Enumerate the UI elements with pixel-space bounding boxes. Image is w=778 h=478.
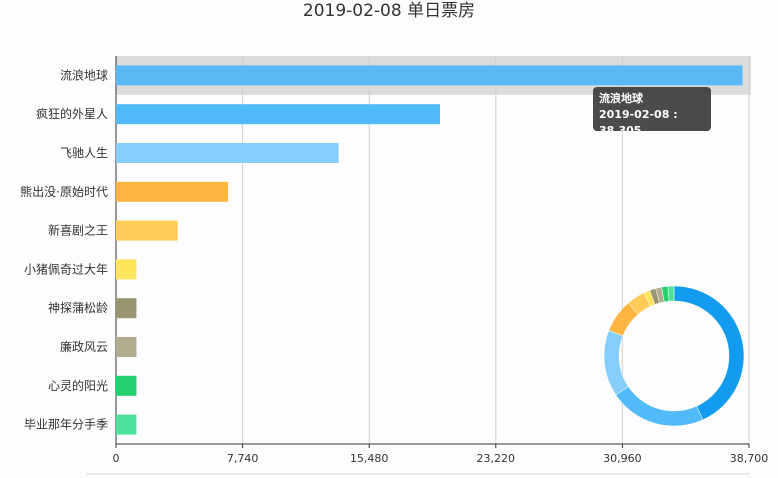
donut-slice[interactable] — [603, 330, 629, 396]
tooltip: 流浪地球 2019-02-08 : 38,305 — [593, 87, 711, 137]
category-label: 飞驰人生 — [60, 146, 108, 160]
bar[interactable] — [116, 259, 137, 280]
chart-title: 2019-02-08 单日票房 — [302, 1, 476, 21]
x-tick-label: 30,960 — [603, 452, 642, 465]
x-tick-label: 7,740 — [227, 452, 259, 465]
bar[interactable] — [116, 143, 339, 163]
category-label: 小猪佩奇过大年 — [24, 262, 108, 276]
bar[interactable] — [116, 375, 137, 396]
donut-slice[interactable] — [615, 386, 704, 427]
donut-slice[interactable] — [667, 285, 675, 302]
x-tick-label: 23,220 — [477, 452, 516, 465]
x-tick-label: 38,700 — [730, 452, 769, 465]
category-label: 廉政风云 — [60, 339, 108, 354]
x-tick-label: 0 — [113, 452, 120, 465]
category-label: 新喜剧之王 — [48, 223, 108, 238]
category-label: 心灵的阳光 — [48, 378, 108, 393]
bar[interactable] — [116, 65, 743, 86]
bar[interactable] — [116, 414, 137, 435]
bar[interactable] — [116, 337, 137, 357]
tooltip-title: 流浪地球 — [599, 92, 643, 105]
bar[interactable] — [116, 220, 178, 241]
bar[interactable] — [116, 181, 229, 202]
tooltip-body: 2019-02-08 : 38,305 — [599, 108, 678, 137]
x-tick-label: 15,480 — [350, 452, 389, 465]
donut-slice[interactable] — [673, 285, 745, 421]
bar[interactable] — [116, 298, 137, 319]
category-label: 神探蒲松龄 — [48, 301, 108, 315]
category-label: 疯狂的外星人 — [36, 106, 108, 121]
category-label: 流浪地球 — [60, 67, 108, 82]
bar[interactable] — [116, 104, 441, 125]
category-label: 熊出没·原始时代 — [20, 184, 108, 199]
category-label: 毕业那年分手季 — [24, 418, 108, 432]
